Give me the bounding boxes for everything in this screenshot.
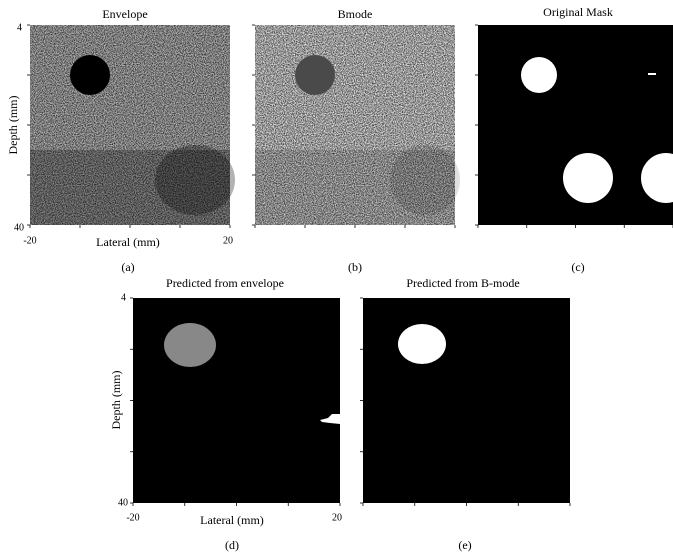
y-axis-label: Depth (mm) <box>109 371 123 430</box>
lesion <box>295 55 335 95</box>
x-tick-label: 20 <box>332 512 342 523</box>
predicted-region <box>398 324 446 364</box>
y-tick-label: 4 <box>121 292 126 303</box>
caption: (d) <box>225 538 239 552</box>
caption: (a) <box>121 260 134 274</box>
panel-c: Original Mask (c) <box>478 5 673 274</box>
mask-region <box>648 73 656 75</box>
predicted-region <box>164 323 216 367</box>
lesion-faint <box>390 145 460 215</box>
mask-region <box>521 57 557 93</box>
x-axis-label: Lateral (mm) <box>200 513 264 527</box>
y-tick-label: 40 <box>14 222 24 233</box>
lesion <box>70 55 110 95</box>
panel-title: Original Mask <box>543 5 613 19</box>
panel-title: Bmode <box>338 7 373 21</box>
x-tick-label: 20 <box>223 235 233 246</box>
caption: (c) <box>571 260 584 274</box>
caption: (e) <box>458 538 471 552</box>
y-tick-label: 4 <box>17 22 22 33</box>
image-prediction <box>363 298 570 503</box>
figure: Envelope 4 40 Depth (mm) -20 20 Lateral … <box>0 0 673 556</box>
y-axis-label: Depth (mm) <box>6 96 20 155</box>
mask-region <box>563 153 613 203</box>
panel-a: Envelope 4 40 Depth (mm) -20 20 Lateral … <box>6 7 235 274</box>
panel-d: Predicted from envelope 4 40 Depth (mm) … <box>109 276 342 552</box>
lesion-faint <box>155 145 235 215</box>
x-tick-label: -20 <box>126 512 139 523</box>
caption: (b) <box>348 260 362 274</box>
y-tick-label: 40 <box>118 497 128 508</box>
panel-title: Predicted from B-mode <box>406 276 519 290</box>
image-prediction <box>133 298 340 503</box>
panel-title: Predicted from envelope <box>166 276 284 290</box>
panel-title: Envelope <box>102 7 147 21</box>
x-tick-label: -20 <box>23 235 36 246</box>
x-axis-label: Lateral (mm) <box>96 235 160 249</box>
panel-b: Bmode (b) <box>255 7 460 274</box>
panel-e: Predicted from B-mode (e) <box>363 276 570 552</box>
